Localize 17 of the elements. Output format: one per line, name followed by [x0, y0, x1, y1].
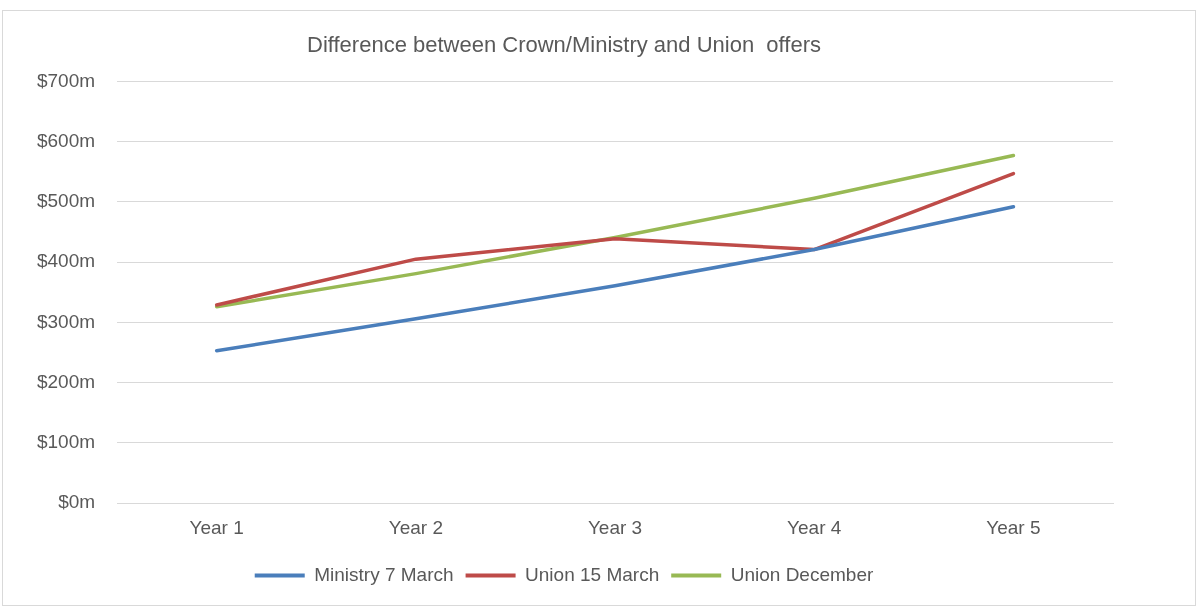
y-tick-label: $100m	[36, 431, 96, 453]
chart-title: Difference between Crown/Ministry and Union offers	[307, 32, 821, 58]
y-tick-label: $200m	[36, 370, 96, 392]
x-tick-label: Year 4	[787, 516, 842, 538]
y-tick-label: $700m	[36, 69, 96, 91]
x-tick-label: Year 5	[986, 516, 1041, 538]
y-tick-label: $0m	[58, 491, 96, 513]
x-tick-label: Year 1	[189, 516, 244, 538]
y-tick-label: $500m	[36, 190, 96, 212]
x-tick-label: Year 2	[388, 516, 443, 538]
y-tick-label: $400m	[36, 250, 96, 272]
legend-label: Ministry 7 March	[314, 563, 454, 585]
y-tick-label: $600m	[36, 129, 96, 151]
legend-label: Union 15 March	[525, 563, 660, 585]
legend-label: Union December	[730, 563, 874, 585]
x-tick-label: Year 3	[587, 516, 643, 538]
y-tick-label: $300m	[36, 310, 96, 332]
